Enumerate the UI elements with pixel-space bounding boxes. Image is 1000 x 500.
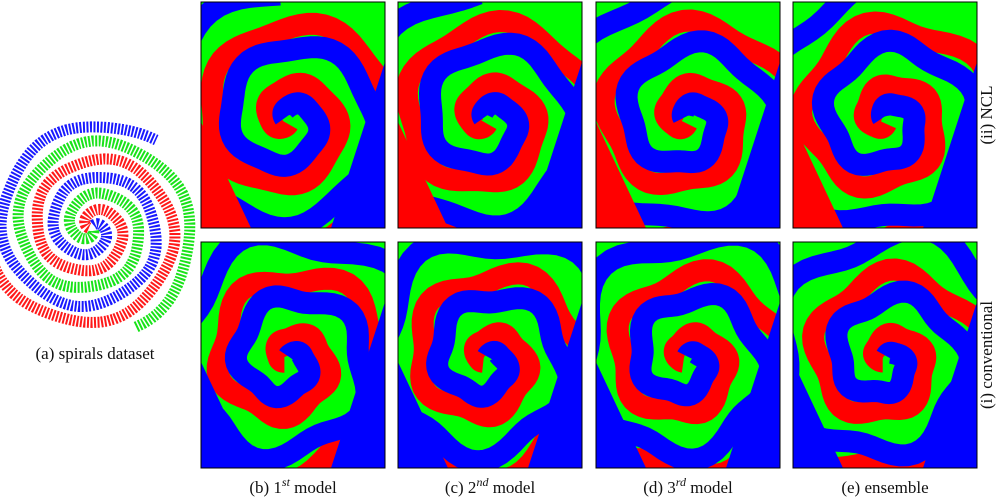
region (596, 362, 646, 468)
region (398, 362, 448, 468)
region (923, 302, 977, 468)
decision-map (201, 242, 385, 468)
decision-map (398, 2, 582, 228)
region (793, 362, 843, 468)
decision-map (596, 2, 780, 228)
decision-map (398, 242, 582, 468)
region (793, 11, 977, 228)
panel-frame (595, 241, 781, 469)
decision-map (201, 2, 385, 228)
region (726, 302, 780, 468)
region (201, 362, 251, 468)
region (201, 122, 251, 228)
region (923, 62, 977, 228)
column-caption: (c) 2nd model (445, 475, 536, 497)
panel-frame (397, 1, 583, 229)
caption-part: model (488, 478, 535, 497)
region (398, 242, 582, 468)
region (596, 242, 780, 468)
class-spiral (12, 135, 196, 333)
panel-frame (200, 1, 386, 229)
caption-part: model (290, 478, 337, 497)
column-captions: (b) 1st model (c) 2nd model (d) 3rd model(… (249, 475, 928, 497)
region (331, 62, 385, 228)
region (793, 122, 843, 228)
caption-part: (b) 1 (249, 478, 282, 497)
caption-part: rd (676, 475, 687, 489)
region (201, 267, 385, 468)
caption-part: nd (476, 475, 489, 489)
class-spiral (0, 121, 162, 312)
region (726, 62, 780, 228)
column-caption: (b) 1st model (249, 475, 337, 497)
caption-part: (e) ensemble (841, 478, 928, 497)
region (596, 9, 780, 228)
panel-grid (200, 1, 978, 469)
caption-part: st (282, 475, 291, 489)
decision-map (793, 242, 977, 468)
region (398, 262, 582, 468)
region (596, 259, 780, 468)
decision-map (793, 2, 977, 228)
column-caption: (d) 3rd model (643, 475, 733, 497)
caption-part: model (686, 478, 733, 497)
dataset-caption: (a) spirals dataset (36, 344, 155, 363)
dataset-plot (0, 121, 196, 333)
region (528, 62, 582, 228)
region (793, 242, 977, 467)
panel-frame (200, 241, 386, 469)
region (201, 242, 385, 468)
class-spiral (0, 153, 181, 329)
caption-part: (c) 2 (445, 478, 477, 497)
column-caption: (e) ensemble (841, 478, 928, 497)
decision-map (596, 242, 780, 468)
region (398, 122, 448, 228)
panel-frame (792, 1, 978, 229)
caption-part: (d) 3 (643, 478, 676, 497)
panel-frame (595, 1, 781, 229)
region (331, 302, 385, 468)
row-label: (i) conventional (977, 301, 996, 409)
row-label: (ii) NCL (977, 85, 996, 144)
region (596, 122, 646, 228)
panel-frame (792, 241, 978, 469)
region (398, 10, 582, 228)
region (528, 302, 582, 468)
region (201, 12, 385, 228)
panel-frame (397, 241, 583, 469)
